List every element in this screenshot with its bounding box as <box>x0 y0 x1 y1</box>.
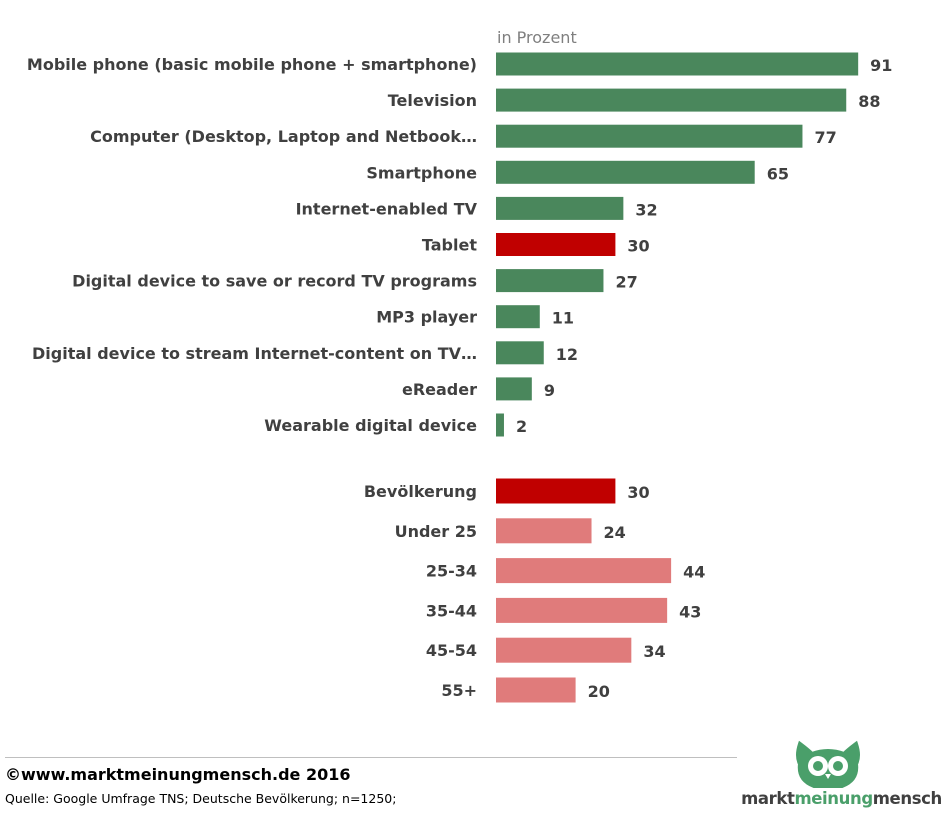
bar-digital-device-to-save-or-record-tv-programs <box>496 269 604 293</box>
footer-divider <box>5 757 737 758</box>
category-label-digital-device-to-stream-internet-content-on-tv: Digital device to stream Internet-conten… <box>32 344 477 363</box>
bar-ereader <box>496 377 532 401</box>
brand-logo: marktmeinungmensch <box>738 738 945 823</box>
value-label-wearable-digital-device: 2 <box>516 417 527 436</box>
bar-under-25 <box>496 518 592 544</box>
category-label-smartphone: Smartphone <box>366 163 477 182</box>
value-label-45-54: 34 <box>643 642 665 661</box>
bar-35-44 <box>496 597 668 623</box>
bar-digital-device-to-stream-internet-content-on-tv <box>496 341 544 365</box>
value-label-bevölkerung: 30 <box>627 483 649 502</box>
bar-wearable-digital-device <box>496 413 504 437</box>
bar-computer-desktop-laptop-and-netbook <box>496 124 803 148</box>
category-label-25-34: 25-34 <box>426 562 477 581</box>
category-label-computer-desktop-laptop-and-netbook: Computer (Desktop, Laptop and Netbook… <box>90 127 477 146</box>
bar-55 <box>496 677 576 703</box>
value-label-digital-device-to-stream-internet-content-on-tv: 12 <box>556 345 578 364</box>
value-label-computer-desktop-laptop-and-netbook: 77 <box>814 128 836 147</box>
category-label-wearable-digital-device: Wearable digital device <box>264 416 477 435</box>
category-label-mp3-player: MP3 player <box>376 308 477 327</box>
unit-label: in Prozent <box>497 28 577 47</box>
category-label-under-25: Under 25 <box>395 522 477 541</box>
value-label-35-44: 43 <box>679 602 701 621</box>
category-label-45-54: 45-54 <box>426 641 477 660</box>
bar-internet-enabled-tv <box>496 196 624 220</box>
value-label-tablet: 30 <box>627 237 649 256</box>
value-label-under-25: 24 <box>604 523 626 542</box>
category-label-bevölkerung: Bevölkerung <box>364 482 477 501</box>
category-label-55: 55+ <box>441 681 477 700</box>
category-label-35-44: 35-44 <box>426 601 477 620</box>
value-label-mp3-player: 11 <box>552 309 574 328</box>
value-label-55: 20 <box>588 682 610 701</box>
category-label-ereader: eReader <box>402 380 477 399</box>
logo-wordmark: marktmeinungmensch <box>738 789 945 808</box>
category-label-television: Television <box>388 91 477 110</box>
logo-word-markt: markt <box>741 789 795 808</box>
bar-smartphone <box>496 160 755 184</box>
bar-chart: Mobile phone (basic mobile phone + smart… <box>27 52 892 703</box>
bar-mp3-player <box>496 305 540 329</box>
value-label-internet-enabled-tv: 32 <box>635 200 657 219</box>
bar-tablet <box>496 233 616 256</box>
bar-television <box>496 88 847 112</box>
logo-word-meinung: meinung <box>794 789 873 808</box>
value-label-television: 88 <box>858 92 880 111</box>
logo-word-mensch: mensch <box>872 789 942 808</box>
category-label-mobile-phone-basic-mobile-phone-smartphone: Mobile phone (basic mobile phone + smart… <box>27 55 477 74</box>
copyright-text: ©www.marktmeinungmensch.de 2016 <box>5 765 351 784</box>
category-label-digital-device-to-save-or-record-tv-programs: Digital device to save or record TV prog… <box>72 272 477 291</box>
value-label-smartphone: 65 <box>767 164 789 183</box>
bar-25-34 <box>496 558 672 584</box>
bar-mobile-phone-basic-mobile-phone-smartphone <box>496 52 859 76</box>
value-label-mobile-phone-basic-mobile-phone-smartphone: 91 <box>870 56 892 75</box>
category-label-tablet: Tablet <box>422 236 477 255</box>
category-label-internet-enabled-tv: Internet-enabled TV <box>296 199 478 218</box>
source-note: Quelle: Google Umfrage TNS; Deutsche Bev… <box>5 791 397 806</box>
value-label-25-34: 44 <box>683 563 705 582</box>
owl-icon <box>796 740 860 788</box>
value-label-digital-device-to-save-or-record-tv-programs: 27 <box>615 273 637 292</box>
bar-bevölkerung <box>496 478 616 504</box>
value-label-ereader: 9 <box>544 381 555 400</box>
bar-45-54 <box>496 637 632 663</box>
